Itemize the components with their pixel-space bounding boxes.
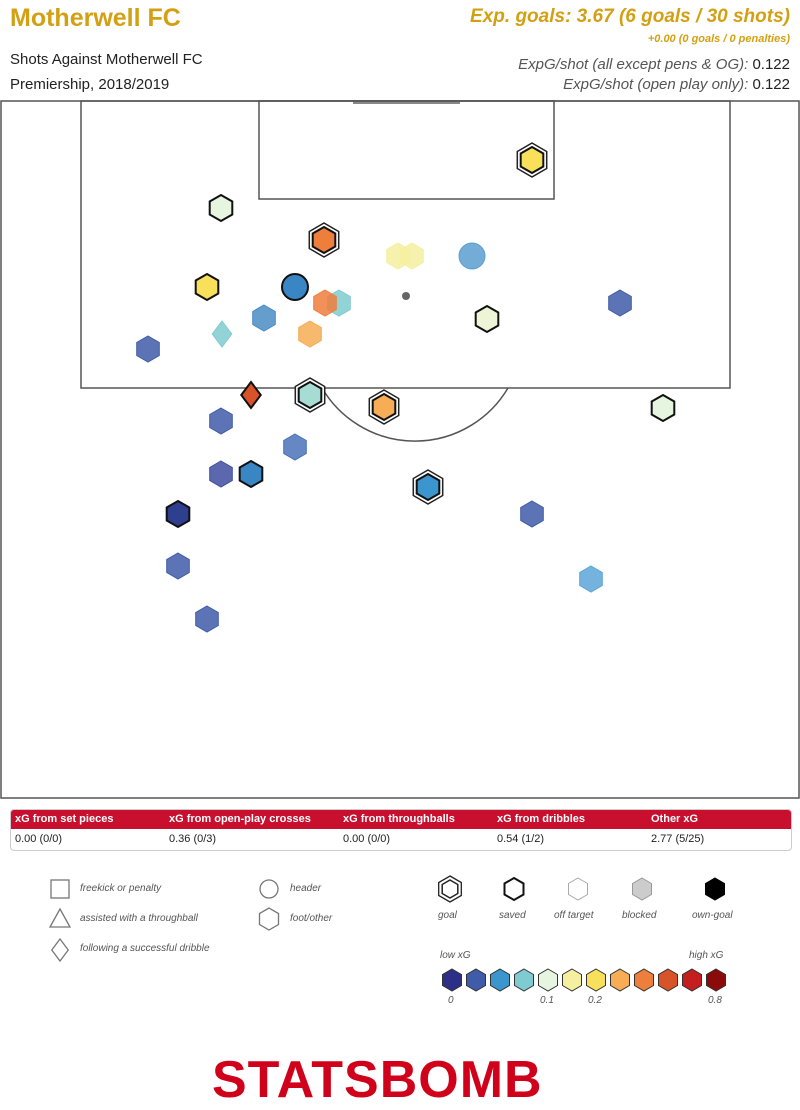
xg-scale-swatch xyxy=(610,968,630,992)
xg-table-header xyxy=(11,810,791,829)
shot-marker xyxy=(313,289,337,317)
legend-dribble-label: following a successful dribble xyxy=(80,943,210,954)
shot-marker xyxy=(516,142,548,178)
shot-marker xyxy=(579,565,603,593)
penalty-line: +0.00 (0 goals / 0 penalties) xyxy=(647,33,790,45)
legend-graphics xyxy=(48,875,726,992)
shot-marker xyxy=(294,377,326,413)
xg-scale-swatch xyxy=(514,968,534,992)
scale-tick-0-2: 0.2 xyxy=(588,995,602,1006)
xg-col-set-pieces-value: 0.00 (0/0) xyxy=(15,833,63,845)
legend-blocked-label: blocked xyxy=(622,910,657,921)
shot-marker xyxy=(211,320,233,348)
legend-saved-label: saved xyxy=(499,910,526,921)
xg-col-dribbles-label: xG from dribbles xyxy=(497,813,586,825)
blocked-hexagon-icon xyxy=(632,877,652,901)
off-target-hexagon-icon xyxy=(568,877,588,901)
shot-marker xyxy=(194,272,220,302)
shot-marker xyxy=(474,304,500,334)
xg-breakdown-table: xG from set pieces xG from open-play cro… xyxy=(10,809,792,851)
scale-tick-0: 0 xyxy=(448,995,454,1006)
xg-headline: Exp. goals: 3.67 (6 goals / 30 shots) xyxy=(470,6,790,27)
xg-per-shot-all-row: ExpG/shot (all except pens & OG): 0.122 xyxy=(518,56,790,73)
team-title: Motherwell FC xyxy=(10,4,181,32)
shot-marker xyxy=(412,469,444,505)
shot-marker xyxy=(298,320,322,348)
own-goal-hexagon-icon xyxy=(705,877,725,901)
shot-marker xyxy=(520,500,544,528)
scale-low-label: low xG xyxy=(440,950,471,961)
xg-col-throughballs-value: 0.00 (0/0) xyxy=(343,833,391,845)
statsbomb-logo: STATSBOMB xyxy=(212,1051,543,1109)
saved-hexagon-icon xyxy=(503,876,525,902)
xg-scale-swatch xyxy=(586,968,606,992)
legend-goal-label: goal xyxy=(438,910,457,921)
legend-header-label: header xyxy=(290,883,322,894)
legend-own-goal-label: own-goal xyxy=(692,910,733,921)
shot-marker xyxy=(195,605,219,633)
xg-scale-swatch xyxy=(442,968,462,992)
xg-col-crosses-label: xG from open-play crosses xyxy=(169,813,311,825)
xg-scale-swatch xyxy=(706,968,726,992)
legend-off-target-label: off target xyxy=(554,910,594,921)
diamond-icon xyxy=(50,937,70,963)
triangle-icon xyxy=(48,907,72,928)
shot-marker xyxy=(458,242,486,270)
circle-icon xyxy=(259,879,279,899)
shots-layer xyxy=(136,142,676,633)
xg-scale-swatch xyxy=(466,968,486,992)
goal-hexagon-inner-icon xyxy=(441,879,459,899)
xg-col-dribbles-value: 0.54 (1/2) xyxy=(497,833,545,845)
xg-scale-swatch xyxy=(490,968,510,992)
shot-marker xyxy=(208,193,234,223)
xg-scale-swatch xyxy=(562,968,582,992)
penalty-arc xyxy=(321,387,509,442)
shot-marker xyxy=(166,552,190,580)
chart-subtitle: Shots Against Motherwell FC xyxy=(10,51,203,68)
legend-foot-label: foot/other xyxy=(290,913,333,924)
xg-col-set-pieces-label: xG from set pieces xyxy=(15,813,114,825)
shot-marker xyxy=(368,389,400,425)
shot-marker xyxy=(400,242,424,270)
xg-col-crosses-value: 0.36 (0/3) xyxy=(169,833,217,845)
xg-per-shot-open-value: 0.122 xyxy=(752,76,790,93)
xg-scale-swatch xyxy=(634,968,654,992)
shot-marker xyxy=(281,273,309,301)
xg-scale-swatch xyxy=(682,968,702,992)
pitch-outline xyxy=(0,100,800,799)
scale-tick-0-8: 0.8 xyxy=(708,995,722,1006)
hexagon-icon xyxy=(258,907,280,931)
xg-col-other-label: Other xG xyxy=(651,813,699,825)
pitch xyxy=(0,100,800,799)
shot-marker xyxy=(283,433,307,461)
penalty-spot xyxy=(402,292,410,300)
square-icon xyxy=(50,879,70,899)
shot-marker xyxy=(650,393,676,423)
shot-marker xyxy=(136,335,160,363)
shot-marker xyxy=(209,460,233,488)
xg-per-shot-all-value: 0.122 xyxy=(752,56,790,73)
legend-throughball-label: assisted with a throughball xyxy=(80,913,198,924)
shot-marker xyxy=(608,289,632,317)
xg-scale-swatch xyxy=(538,968,558,992)
shot-marker xyxy=(209,407,233,435)
shot-marker xyxy=(240,380,262,410)
shot-marker xyxy=(238,459,264,489)
xg-per-shot-all-label: ExpG/shot (all except pens & OG): xyxy=(518,56,749,73)
xg-col-throughballs-label: xG from throughballs xyxy=(343,813,455,825)
scale-tick-0-1: 0.1 xyxy=(540,995,554,1006)
legend-freekick-label: freekick or penalty xyxy=(80,883,162,894)
shot-marker xyxy=(165,499,191,529)
shot-marker xyxy=(252,304,276,332)
penalty-area xyxy=(80,100,731,389)
xg-per-shot-open-label: ExpG/shot (open play only): xyxy=(563,76,749,93)
xg-per-shot-open-row: ExpG/shot (open play only): 0.122 xyxy=(563,76,790,93)
xg-scale-swatch xyxy=(658,968,678,992)
six-yard-box xyxy=(258,100,555,200)
competition-label: Premiership, 2018/2019 xyxy=(10,76,170,93)
shot-marker xyxy=(308,222,340,258)
xg-col-other-value: 2.77 (5/25) xyxy=(651,833,705,845)
scale-high-label: high xG xyxy=(689,950,724,961)
